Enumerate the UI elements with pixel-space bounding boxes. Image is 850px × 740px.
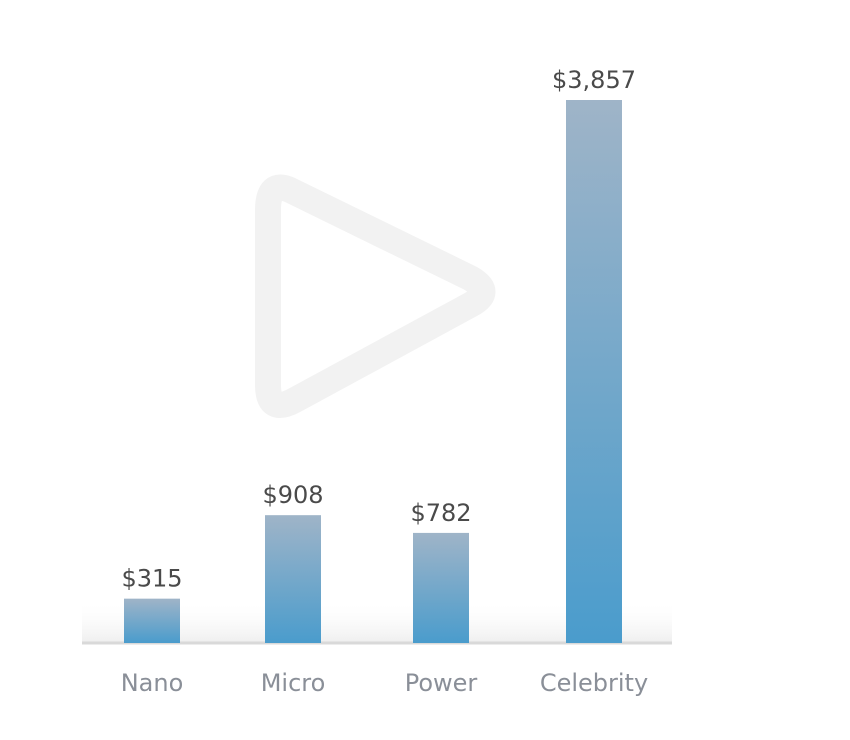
bar-micro <box>265 515 321 643</box>
value-label-power: $782 <box>410 499 471 527</box>
bar-celebrity <box>566 100 622 643</box>
category-labels-group: Nano Micro Power Celebrity <box>121 669 648 697</box>
bar-power <box>413 532 469 643</box>
play-icon[interactable] <box>255 174 496 418</box>
category-label-celebrity: Celebrity <box>540 669 648 697</box>
category-label-nano: Nano <box>121 669 184 697</box>
value-label-micro: $908 <box>262 481 323 509</box>
bars-group <box>124 100 622 643</box>
value-label-nano: $315 <box>121 565 182 593</box>
value-label-celebrity: $3,857 <box>552 66 636 94</box>
value-labels-group: $315 $908 $782 $3,857 <box>121 66 636 593</box>
category-label-power: Power <box>405 669 478 697</box>
category-label-micro: Micro <box>261 669 326 697</box>
bar-nano <box>124 598 180 643</box>
